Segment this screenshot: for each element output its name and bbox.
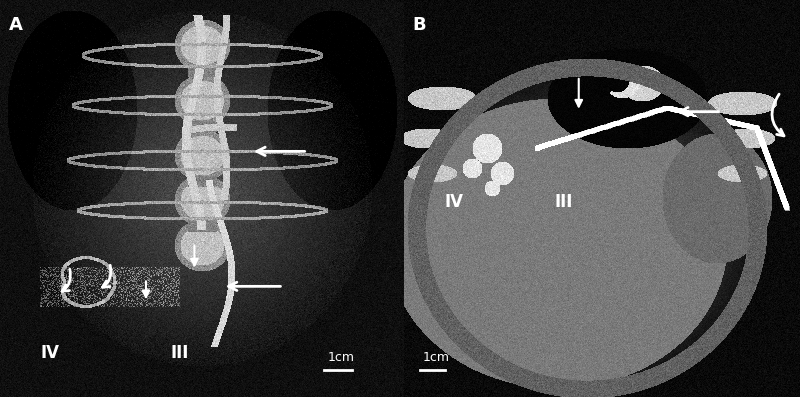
FancyArrowPatch shape	[62, 269, 70, 291]
Text: IV: IV	[444, 193, 463, 211]
Text: 1cm: 1cm	[422, 351, 450, 364]
Text: B: B	[413, 17, 426, 35]
FancyArrowPatch shape	[102, 265, 111, 287]
Text: III: III	[555, 193, 574, 211]
Text: III: III	[170, 344, 189, 362]
Text: 1cm: 1cm	[328, 351, 354, 364]
Text: A: A	[9, 17, 22, 35]
Text: IV: IV	[41, 344, 60, 362]
FancyArrowPatch shape	[772, 94, 784, 136]
